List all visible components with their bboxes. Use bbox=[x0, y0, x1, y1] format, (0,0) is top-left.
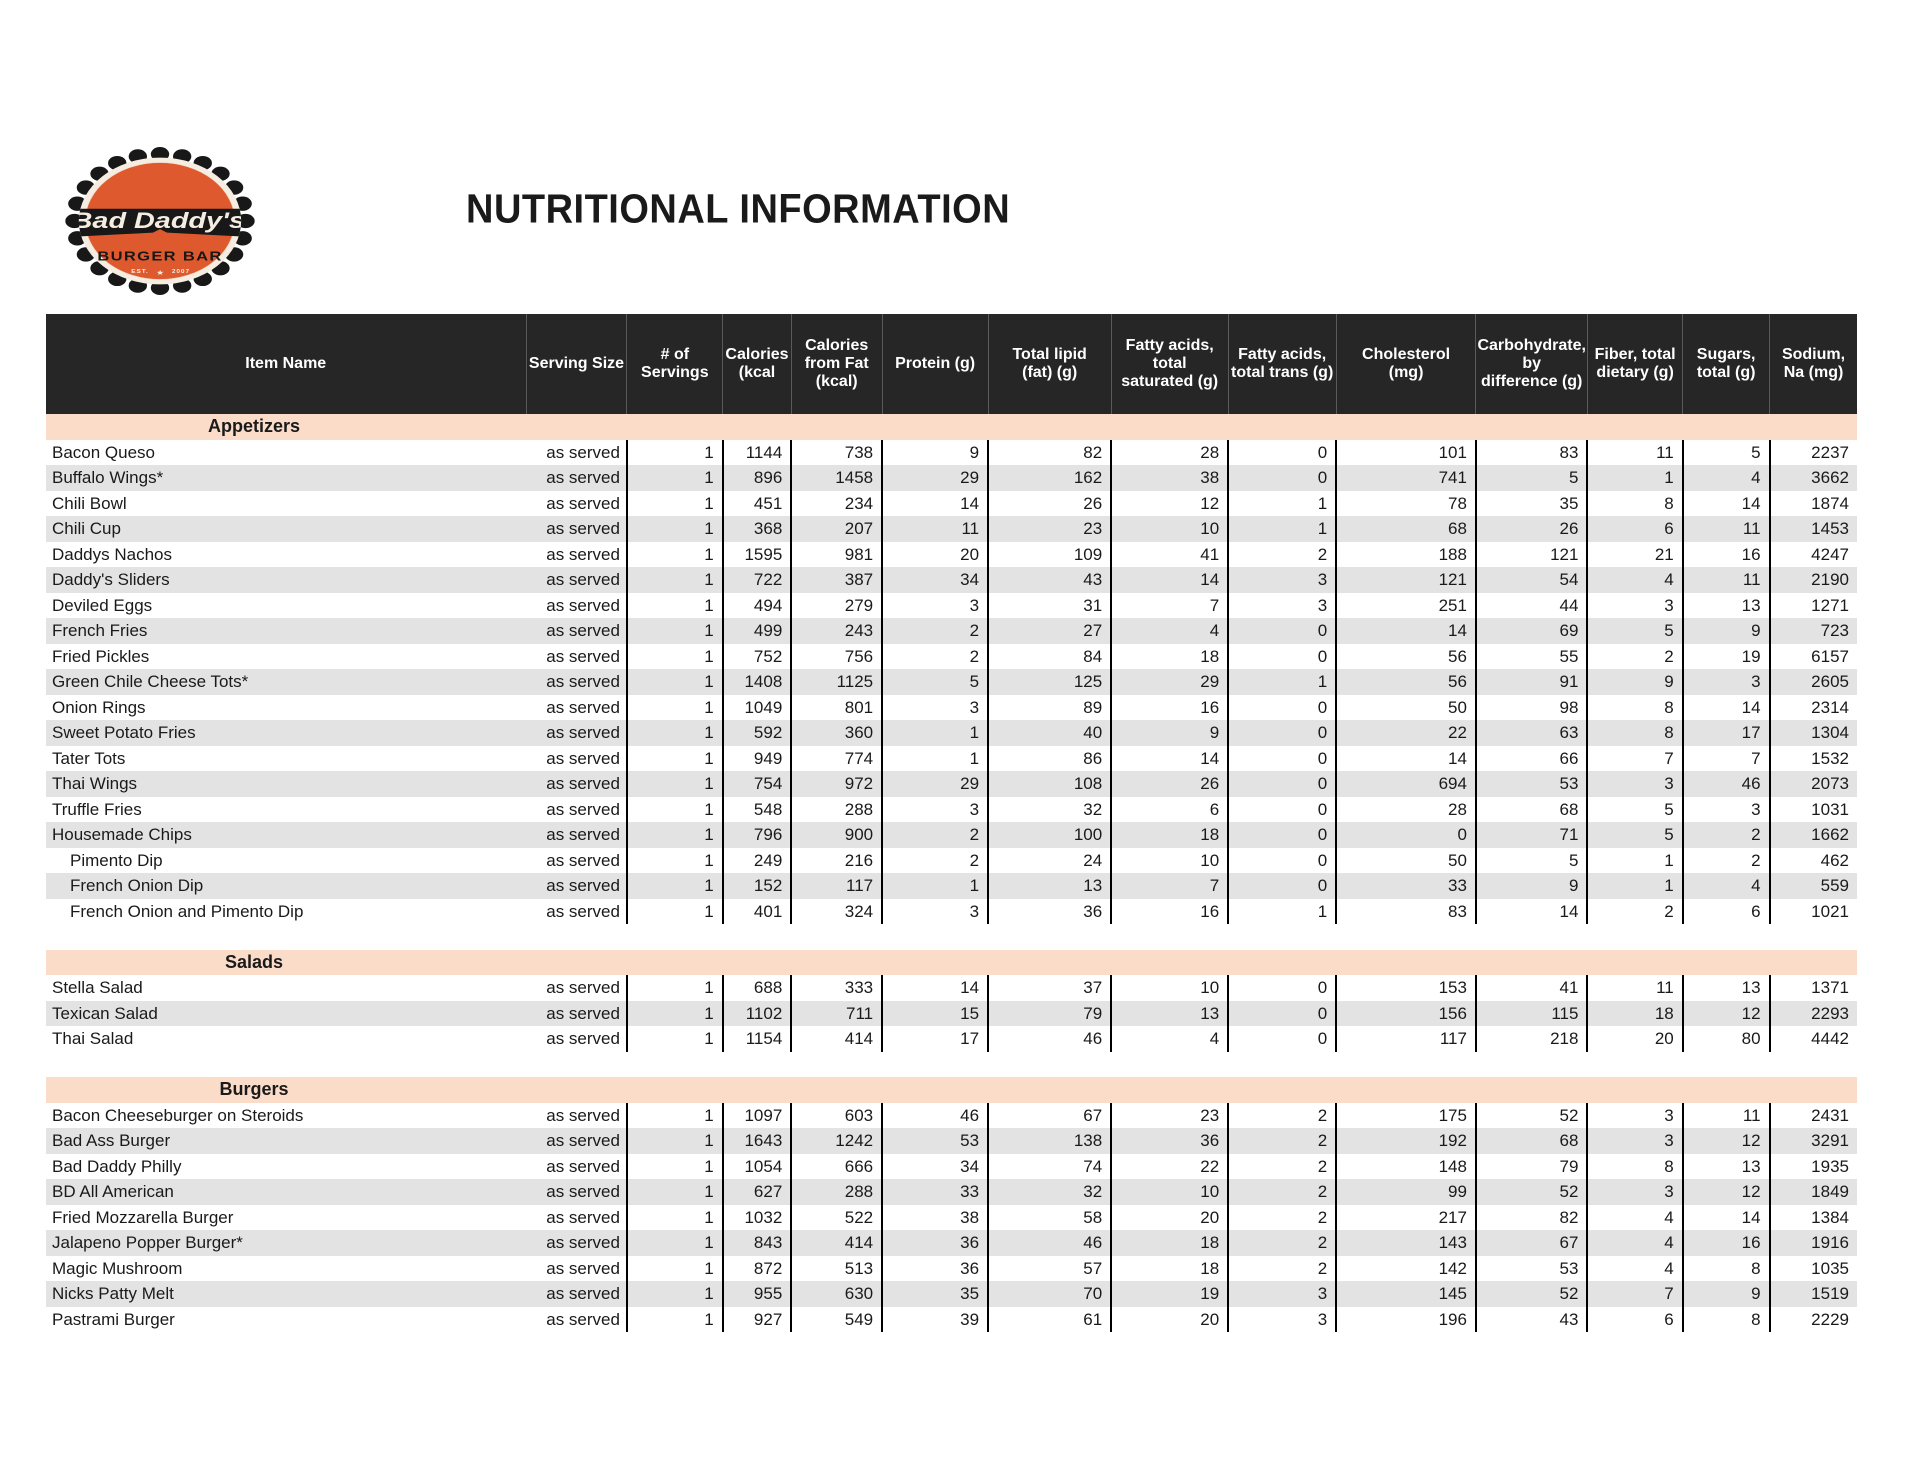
svg-text:2007: 2007 bbox=[172, 269, 190, 274]
svg-text:EST.: EST. bbox=[131, 269, 148, 274]
svg-text:BURGER BAR: BURGER BAR bbox=[97, 250, 222, 264]
svg-text:Bad Daddy's: Bad Daddy's bbox=[72, 209, 245, 233]
svg-text:★: ★ bbox=[156, 269, 164, 277]
